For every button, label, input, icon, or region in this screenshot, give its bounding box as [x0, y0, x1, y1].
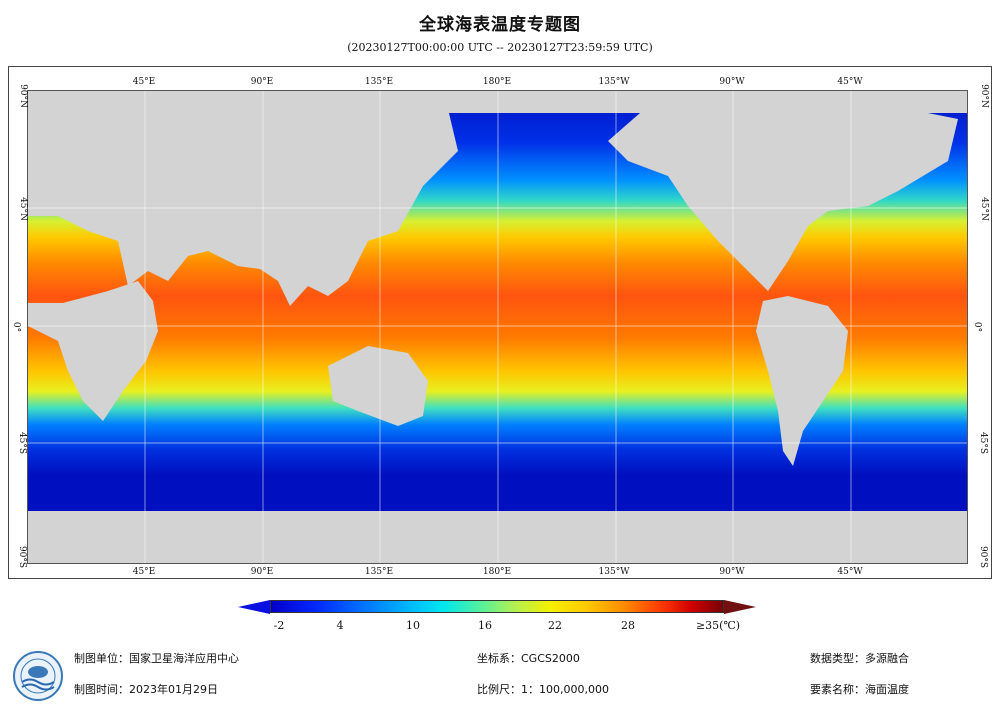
greenland-landmass	[808, 107, 908, 161]
lon-tick-bottom: 90°W	[719, 567, 745, 577]
colorbar-label: 28	[621, 619, 635, 632]
colorbar-label: 22	[548, 619, 562, 632]
lon-tick-top: 135°W	[598, 77, 630, 87]
lon-tick-top: 90°W	[719, 77, 745, 87]
lat-tick-left: 90°S	[17, 545, 28, 569]
lon-tick-bottom: 90°E	[250, 567, 274, 577]
colorbar-label: 10	[406, 619, 420, 632]
colorbar-max-arrow	[724, 600, 756, 614]
lat-tick-left: 45°N	[17, 197, 28, 221]
south-america-landmass	[756, 296, 848, 466]
lat-tick-right: 90°S	[978, 545, 989, 569]
scale-label: 比例尺：1：100,000,000	[477, 683, 609, 696]
lat-tick-right: 0°	[972, 321, 983, 333]
org-label: 制图单位：国家卫星海洋应用中心	[74, 652, 239, 665]
lon-tick-top: 45°W	[837, 77, 863, 87]
sst-map-graphic	[28, 91, 967, 563]
lon-tick-bottom: 135°W	[598, 567, 630, 577]
colorbar-label: 16	[478, 619, 492, 632]
lon-tick-bottom: 45°E	[132, 567, 156, 577]
lat-tick-right: 45°N	[978, 197, 989, 221]
colorbar	[270, 600, 724, 613]
lon-tick-top: 90°E	[250, 77, 274, 87]
lon-tick-top: 45°E	[132, 77, 156, 87]
map-title: 全球海表温度专题图	[419, 15, 581, 35]
map-frame	[8, 66, 992, 579]
date-label: 制图时间：2023年01月29日	[74, 683, 218, 696]
lat-tick-left: 90°N	[17, 84, 28, 108]
time-range: (20230127T00:00:00 UTC -- 20230127T23:59…	[347, 41, 653, 54]
crs-label: 坐标系：CGCS2000	[477, 652, 580, 665]
australia-landmass	[328, 346, 428, 426]
nsoas-logo-icon	[13, 651, 63, 701]
element-label: 要素名称：海面温度	[810, 683, 909, 696]
colorbar-label: ≥35(℃)	[695, 619, 741, 632]
lon-tick-bottom: 135°E	[364, 567, 394, 577]
data-type-label: 数据类型：多源融合	[810, 652, 909, 665]
lon-tick-bottom: 45°W	[837, 567, 863, 577]
lat-tick-right: 90°N	[978, 84, 989, 108]
lon-tick-top: 180°E	[482, 77, 512, 87]
graticule	[28, 91, 967, 563]
colorbar-label: 4	[336, 619, 344, 632]
lon-tick-bottom: 180°E	[482, 567, 512, 577]
lat-tick-left: 0°	[11, 321, 22, 333]
sst-map[interactable]	[27, 90, 968, 564]
eurasia-landmass	[28, 101, 458, 306]
lat-tick-left: 45°S	[17, 431, 28, 455]
lon-tick-top: 135°E	[364, 77, 394, 87]
lat-tick-right: 45°S	[978, 431, 989, 455]
colorbar-label: -2	[273, 619, 285, 632]
colorbar-min-arrow	[238, 600, 270, 614]
africa-landmass	[28, 281, 158, 421]
